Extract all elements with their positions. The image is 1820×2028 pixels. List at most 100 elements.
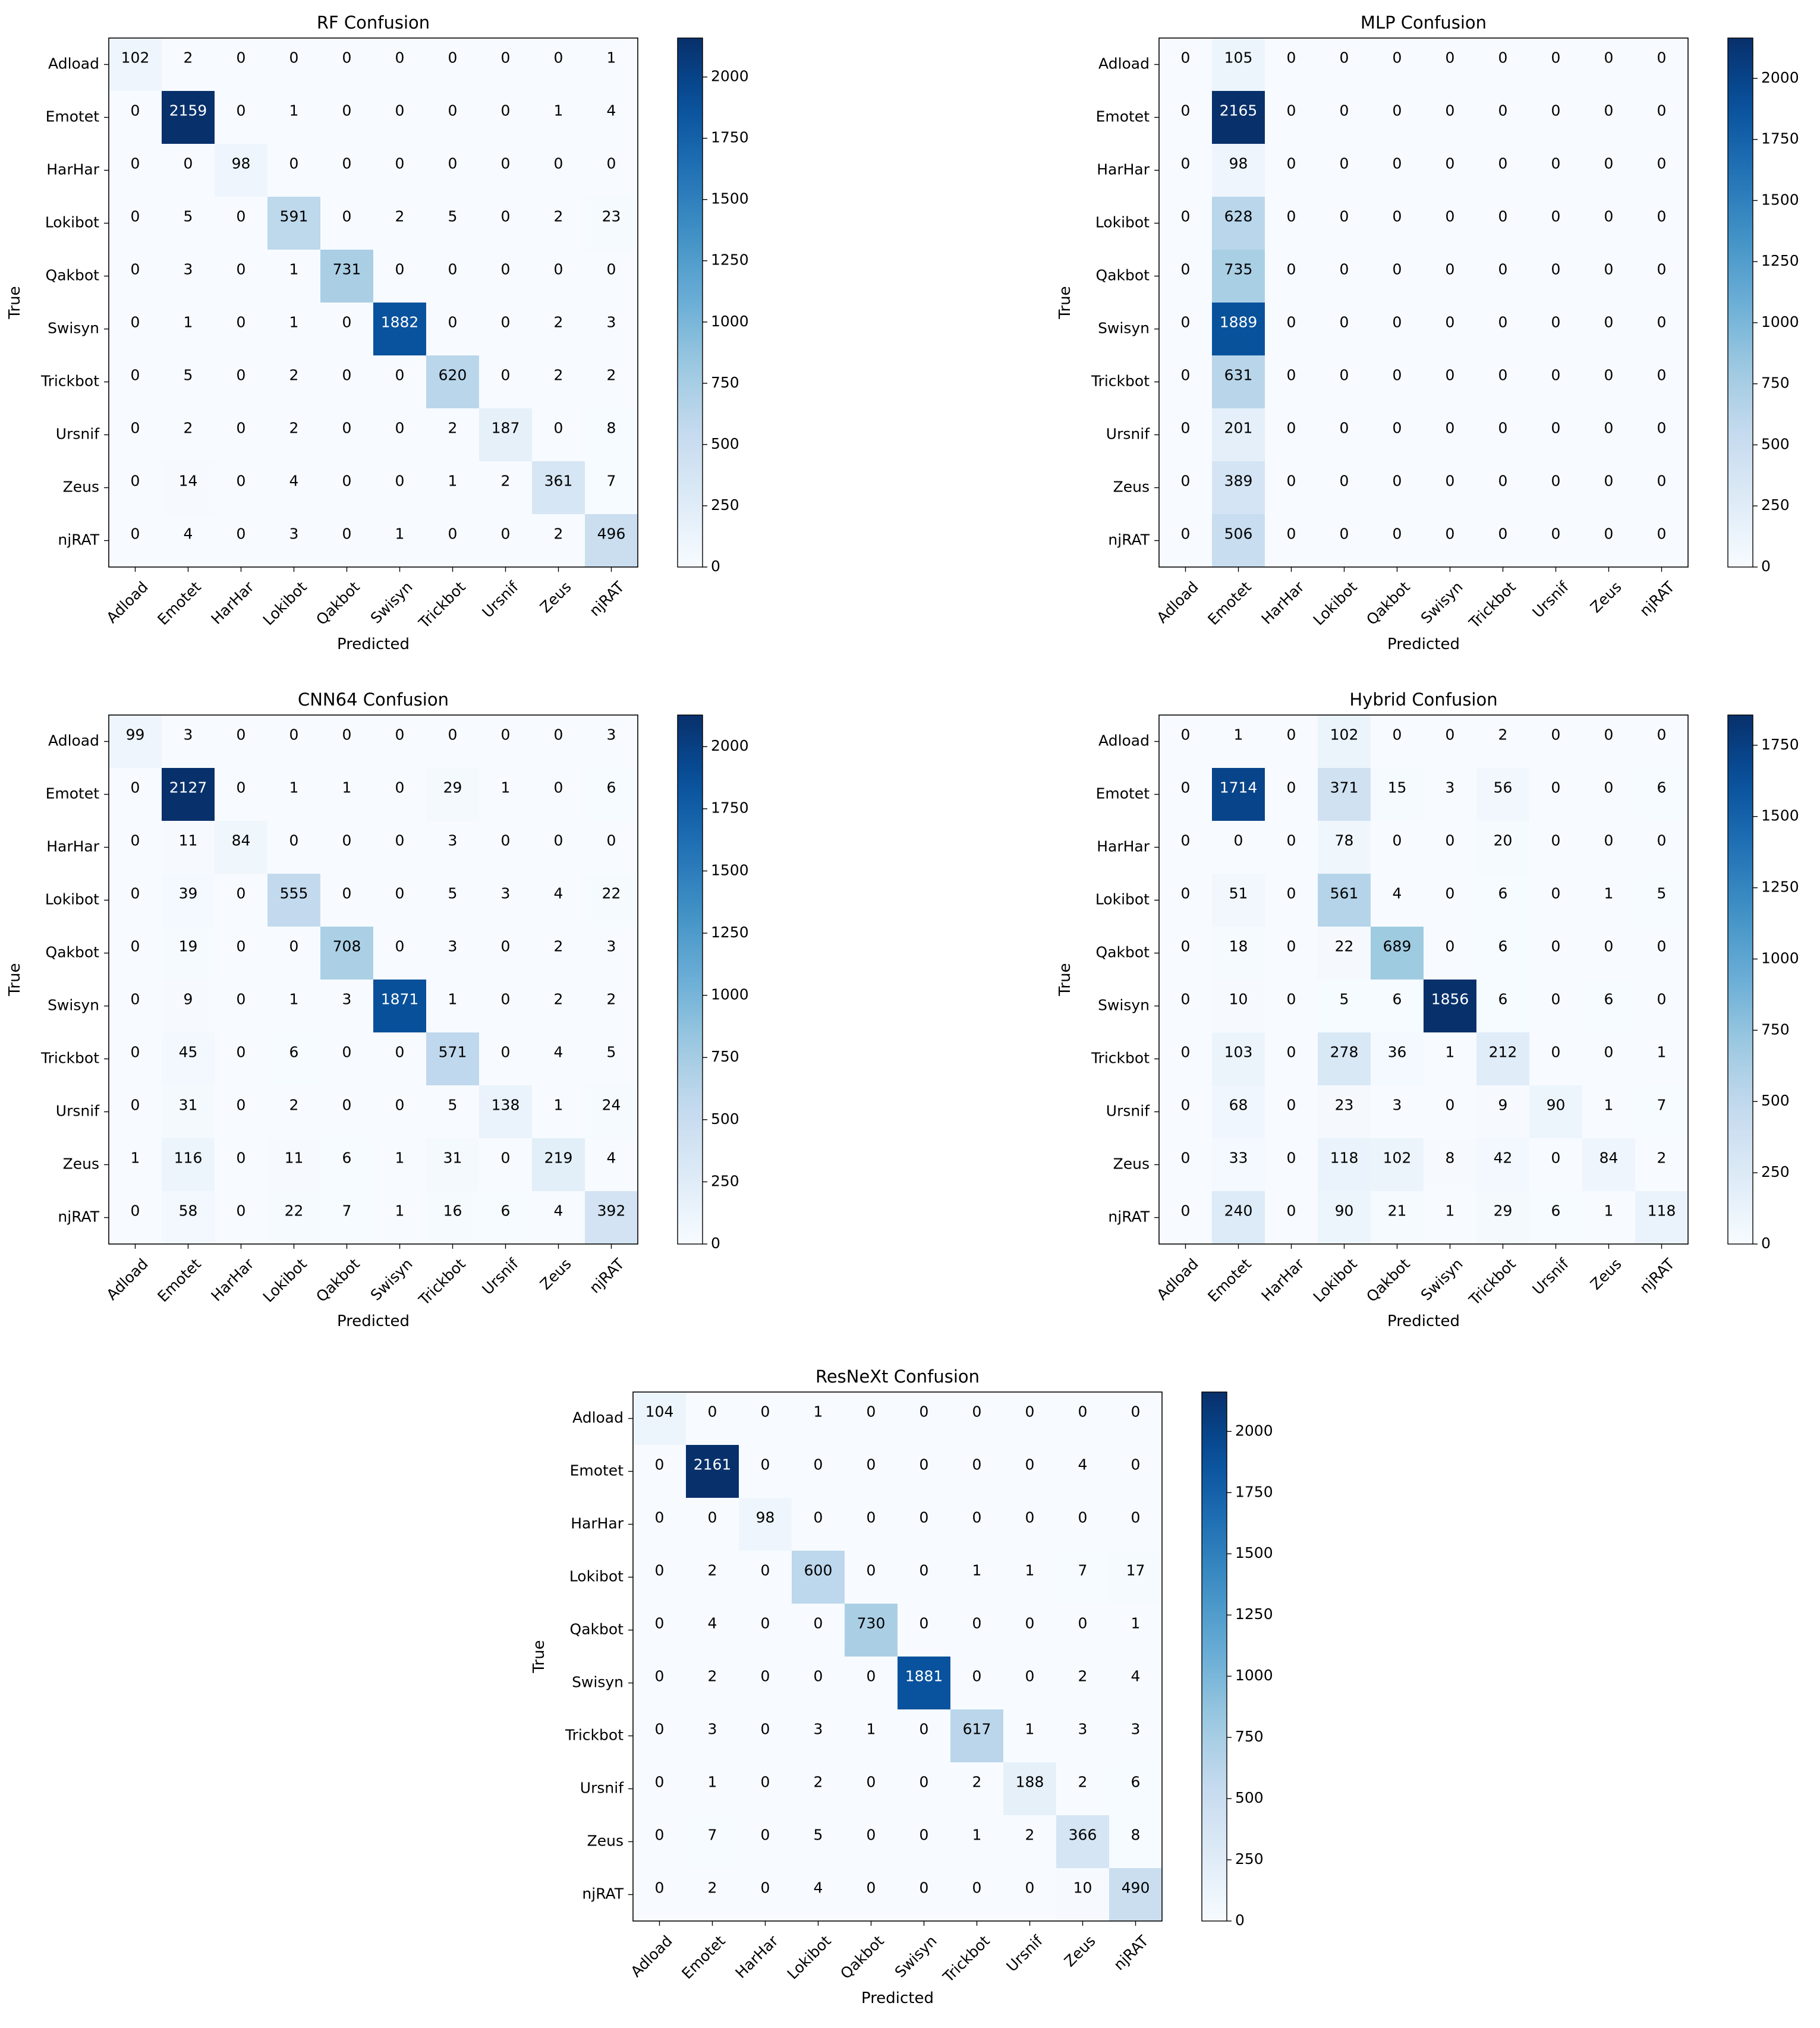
heatmap-cell [1159,1032,1213,1086]
heatmap-cell [109,38,162,92]
heatmap-cell [215,715,268,769]
y-tick-label: Ursnif [56,426,100,443]
cell-value-label: 24 [602,1097,621,1114]
cell-value-label: 0 [448,49,458,67]
y-tick-label: Swisyn [48,997,99,1014]
heatmap-cell [479,461,533,515]
heatmap-cell [1265,38,1318,92]
cell-value-label: 98 [1229,155,1248,172]
cell-value-label: 366 [1069,1827,1097,1844]
heatmap-cell [1635,514,1689,568]
x-axis-label: Predicted [1387,635,1460,653]
x-tick-label: Qakbot [313,1255,363,1306]
heatmap-cell [426,408,480,462]
cell-value-label: 0 [1551,1044,1561,1061]
cell-value-label: 0 [1340,314,1349,331]
colorbar-tick-label: 1000 [711,986,749,1003]
cell-value-label: 0 [1340,208,1349,225]
cell-value-label: 219 [544,1150,573,1167]
cell-value-label: 0 [1181,726,1191,744]
y-tick-label: Qakbot [570,1621,624,1638]
heatmap-cell [845,1445,898,1498]
heatmap-cell [267,1085,321,1139]
cell-value-label: 2 [607,367,616,384]
cell-value-label: 56 [1494,779,1513,796]
cell-value-label: 0 [1604,473,1614,490]
cell-value-label: 2 [554,991,563,1008]
cell-value-label: 0 [1025,1879,1035,1897]
cell-value-label: 1 [1604,885,1614,902]
heatmap-cell [532,1191,585,1245]
heatmap-cell [532,303,585,356]
cell-value-label: 0 [1498,261,1508,278]
cell-value-label: 0 [1657,726,1667,744]
heatmap-cell [1318,1032,1371,1086]
heatmap-cell [1635,1191,1689,1245]
cell-value-label: 0 [342,367,352,384]
heatmap-cell [1371,821,1424,874]
heatmap-cell [1635,144,1689,197]
heatmap-cell [1529,355,1583,409]
cell-value-label: 0 [1287,885,1296,902]
heatmap-cell [373,197,427,250]
y-tick-label: Ursnif [56,1103,100,1120]
cell-value-label: 0 [1551,314,1561,331]
colorbar-tick-label: 750 [1761,374,1790,392]
heatmap-cell [1371,408,1424,462]
heatmap-cell [1318,408,1371,462]
heatmap-cell [1212,1138,1265,1192]
cell-value-label: 0 [501,261,511,278]
cell-value-label: 0 [761,1774,770,1791]
colorbar-tick-label: 1750 [711,129,749,146]
heatmap-cell [532,715,585,769]
cell-value-label: 735 [1224,261,1253,278]
cell-value-label: 4 [814,1879,823,1897]
colorbar-tick-label: 1250 [1761,252,1799,269]
heatmap-cell [739,1604,792,1657]
heatmap-cell [1476,768,1530,821]
cell-value-label: 0 [342,473,352,490]
heatmap-cell [1109,1392,1163,1446]
cell-value-label: 99 [126,726,145,744]
cell-value-label: 0 [1078,1403,1088,1421]
cell-value-label: 0 [867,1879,876,1897]
cell-value-label: 5 [1657,885,1667,902]
cell-value-label: 1856 [1431,991,1469,1008]
heatmap-cell [1003,1604,1057,1657]
heatmap-cell [373,250,427,303]
heatmap-cell [215,461,268,515]
heatmap-cell [1056,1498,1110,1551]
cell-value-label: 0 [1287,102,1296,119]
heatmap-cell [1109,1709,1163,1763]
cell-value-label: 2 [554,208,563,225]
cell-value-label: 5 [607,1044,616,1061]
heatmap-cell [320,38,374,92]
cell-value-label: 42 [1494,1150,1513,1167]
x-tick-label: Trickbot [1465,1255,1519,1309]
cell-value-label: 1 [448,991,458,1008]
heatmap-cell [267,980,321,1033]
heatmap-cell [215,250,268,303]
heatmap-cell [267,1191,321,1245]
y-tick-label: HarHar [1097,161,1150,178]
heatmap-cell [898,1604,951,1657]
cell-value-label: 1882 [381,314,419,331]
cell-value-label: 0 [1446,155,1455,172]
cell-value-label: 0 [1551,261,1561,278]
cell-value-label: 39 [179,885,198,902]
cell-value-label: 0 [1181,208,1191,225]
cell-value-label: 4 [554,1044,563,1061]
cell-value-label: 0 [1078,1615,1088,1632]
heatmap-cell [845,1392,898,1446]
heatmap-cell [1635,1085,1689,1139]
x-tick-label: Qakbot [1363,1255,1413,1306]
cell-value-label: 0 [1393,726,1402,744]
heatmap-cell [950,1868,1004,1922]
heatmap-cell [1371,768,1424,821]
cell-value-label: 8 [1131,1827,1141,1844]
heatmap-cell [267,38,321,92]
heatmap-cell [373,91,427,144]
heatmap-cell [1212,1191,1265,1245]
cell-value-label: 0 [1551,49,1561,67]
heatmap-cell [1635,715,1689,769]
